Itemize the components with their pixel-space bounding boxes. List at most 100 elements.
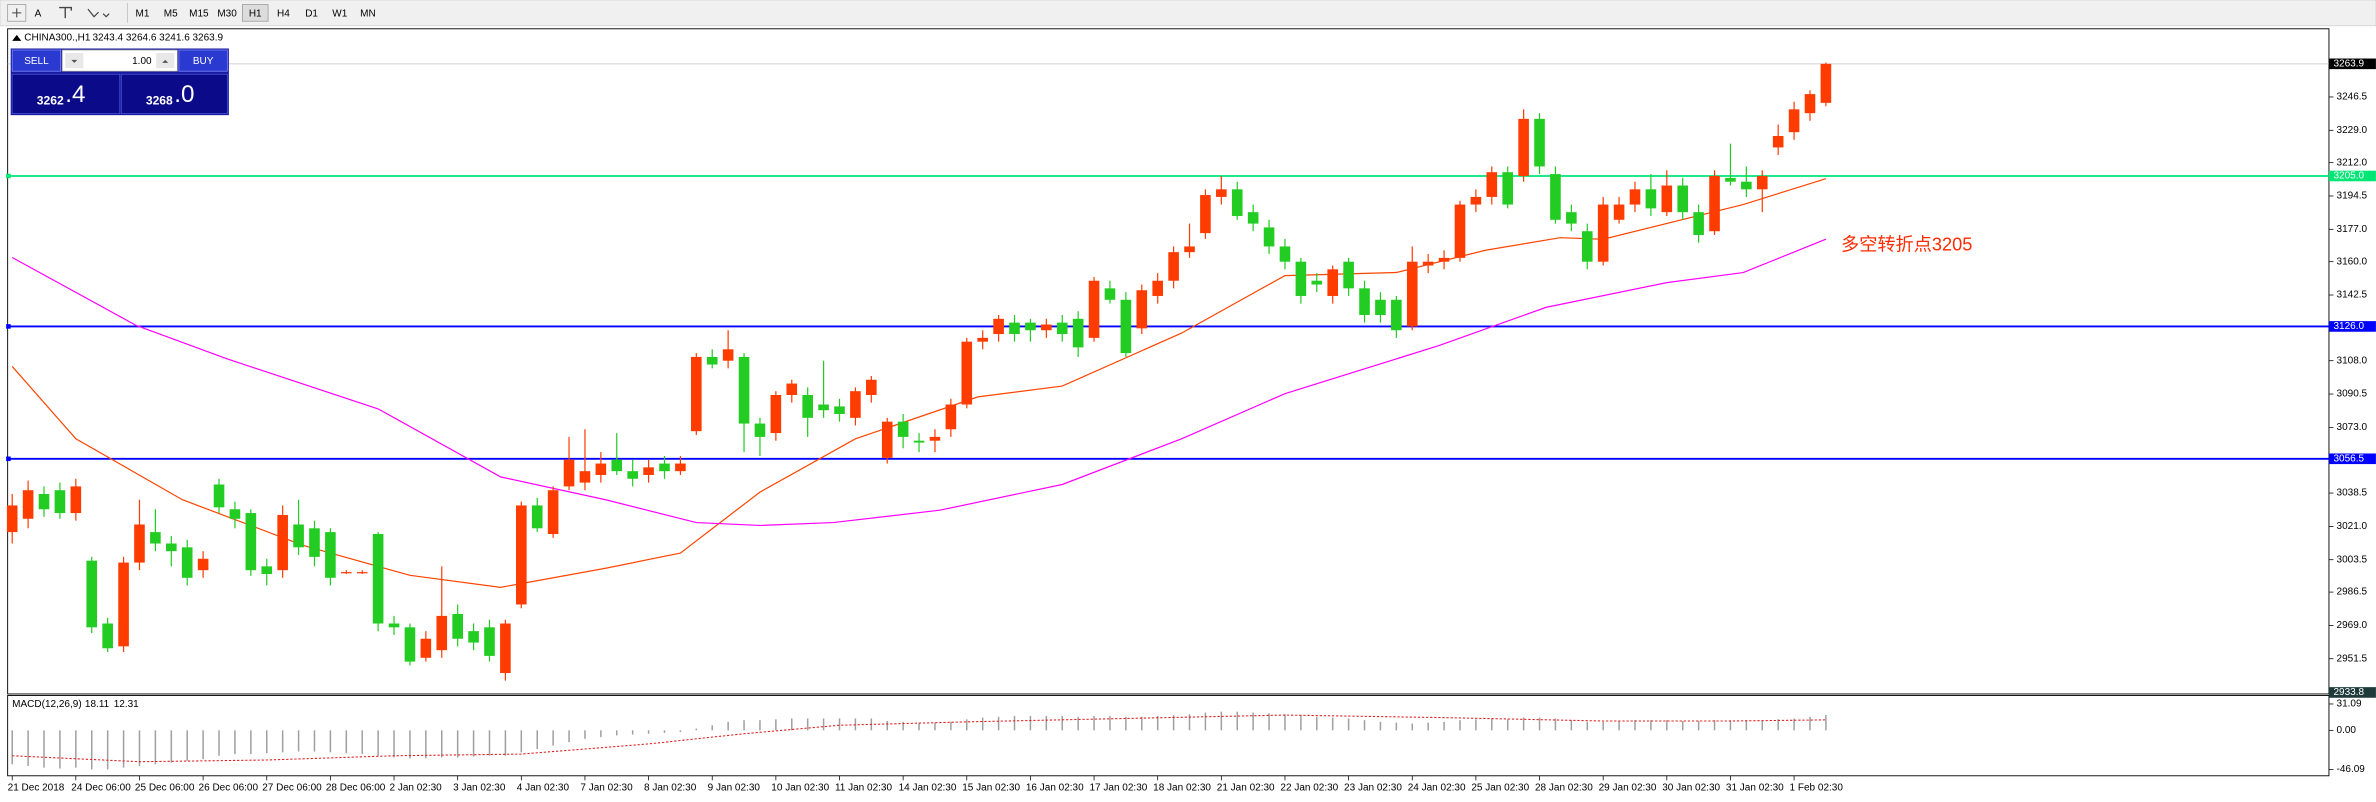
candle-body bbox=[818, 404, 829, 411]
ohlc-open: 3243.4 bbox=[93, 33, 124, 44]
timeframe-button[interactable] bbox=[185, 4, 212, 22]
shapes-tool[interactable] bbox=[87, 8, 110, 18]
candle-body bbox=[309, 528, 320, 557]
lots-input[interactable] bbox=[61, 49, 178, 72]
timeframe-button[interactable] bbox=[326, 4, 353, 22]
timeframe-label[interactable]: H1 bbox=[249, 8, 262, 19]
timeframe-label[interactable]: H4 bbox=[277, 8, 290, 19]
timeframe-label[interactable]: D1 bbox=[305, 8, 318, 19]
x-tick-label: 27 Dec 06:00 bbox=[262, 783, 322, 794]
x-tick-label: 7 Jan 02:30 bbox=[580, 783, 633, 794]
candle-body bbox=[675, 463, 686, 472]
timeframe-label[interactable]: M1 bbox=[136, 8, 150, 19]
level-axis-marker bbox=[2328, 170, 2376, 182]
candle-body bbox=[1741, 181, 1752, 190]
buy-button[interactable] bbox=[178, 49, 228, 72]
candle-body bbox=[229, 509, 241, 519]
timeframe-label[interactable]: MN bbox=[360, 8, 376, 19]
candle-body bbox=[643, 467, 654, 475]
timeframe-button[interactable] bbox=[355, 4, 381, 22]
candle-body bbox=[388, 623, 400, 628]
text-tool[interactable]: A bbox=[35, 8, 42, 19]
candle-body bbox=[1550, 174, 1561, 220]
candle-body bbox=[1231, 189, 1243, 216]
timeframe-button[interactable] bbox=[241, 4, 269, 22]
candle-body bbox=[1518, 118, 1529, 176]
candle-body bbox=[54, 490, 66, 514]
candle-body bbox=[86, 560, 98, 628]
bid-box[interactable] bbox=[11, 73, 121, 115]
x-tick-label: 10 Jan 02:30 bbox=[771, 783, 829, 794]
y-tick-label: 3003.5 bbox=[2337, 554, 2368, 565]
candle-body bbox=[261, 566, 273, 574]
timeframe-label[interactable]: M15 bbox=[189, 8, 209, 19]
timeframe-button[interactable] bbox=[270, 4, 297, 22]
candle-body bbox=[691, 356, 702, 432]
timeframe-button[interactable] bbox=[298, 4, 325, 22]
x-tick-label: 16 Jan 02:30 bbox=[1026, 783, 1084, 794]
candle-body bbox=[531, 505, 543, 529]
timeframe-label[interactable]: W1 bbox=[332, 8, 347, 19]
candle-body bbox=[213, 484, 225, 508]
candle-body bbox=[897, 421, 909, 437]
x-tick-label: 11 Jan 02:30 bbox=[835, 783, 893, 794]
y-tick-label: 3021.0 bbox=[2337, 521, 2368, 532]
x-tick-label: 17 Jan 02:30 bbox=[1090, 783, 1148, 794]
candle-body bbox=[659, 463, 670, 472]
candle-body bbox=[547, 490, 559, 535]
candle-body bbox=[102, 623, 113, 649]
candle-body bbox=[516, 505, 527, 605]
y-tick-label: 3177.0 bbox=[2337, 224, 2368, 235]
timeframe-label[interactable]: M30 bbox=[217, 8, 237, 19]
candle-body bbox=[325, 532, 336, 578]
candle-body bbox=[866, 379, 877, 395]
candle-body bbox=[1359, 288, 1370, 316]
level-axis-label: 3205.0 bbox=[2333, 171, 2364, 182]
candle-body bbox=[118, 562, 129, 647]
sell-button[interactable] bbox=[11, 49, 62, 72]
lots-value[interactable]: 1.00 bbox=[132, 56, 152, 67]
candle-body bbox=[627, 471, 638, 479]
macd-title: MACD(12,26,9) bbox=[12, 699, 81, 710]
axis-min-label: 2933.8 bbox=[2333, 687, 2364, 698]
candle-body bbox=[1279, 246, 1291, 262]
sell-label[interactable]: SELL bbox=[24, 56, 49, 67]
y-tick-label: 2986.5 bbox=[2337, 587, 2368, 598]
candle-body bbox=[1295, 261, 1307, 296]
candle-body bbox=[1772, 135, 1784, 148]
candle-body bbox=[1725, 177, 1736, 182]
buy-label[interactable]: BUY bbox=[193, 56, 214, 67]
candle-body bbox=[150, 532, 161, 544]
timeframe-label[interactable]: M5 bbox=[164, 8, 178, 19]
y-tick-label: 3246.5 bbox=[2337, 92, 2368, 103]
ohlc-high: 3264.6 bbox=[126, 33, 157, 44]
x-tick-label: 24 Jan 02:30 bbox=[1408, 783, 1466, 794]
candle-body bbox=[356, 572, 368, 574]
candle-body bbox=[1502, 172, 1514, 205]
ask-box[interactable] bbox=[120, 73, 228, 115]
candle-body bbox=[70, 486, 82, 514]
crosshair-icon bbox=[12, 8, 22, 18]
macd-y-tick-label: 0.00 bbox=[2337, 725, 2357, 736]
level-marker-dot bbox=[6, 456, 11, 462]
candle-body bbox=[1788, 109, 1800, 133]
timeframe-button[interactable] bbox=[214, 4, 240, 22]
candle-body bbox=[420, 638, 432, 658]
candle-body bbox=[1152, 280, 1163, 296]
timeframe-button[interactable] bbox=[129, 4, 156, 22]
y-tick-label: 2969.0 bbox=[2337, 620, 2368, 631]
candle-body bbox=[1454, 204, 1466, 258]
candle-body bbox=[1693, 212, 1704, 236]
crosshair-button[interactable] bbox=[7, 4, 27, 22]
macd-signal-line bbox=[12, 714, 1826, 763]
y-tick-label: 3194.5 bbox=[2337, 191, 2368, 202]
candle-body bbox=[1168, 252, 1179, 281]
candle-body bbox=[1120, 299, 1132, 354]
ohlc-low: 3241.6 bbox=[159, 33, 190, 44]
candle-body bbox=[452, 613, 463, 639]
label-tool[interactable] bbox=[59, 6, 72, 19]
timeframe-button[interactable] bbox=[157, 4, 184, 22]
y-tick-label: 2951.5 bbox=[2337, 653, 2368, 664]
candle-body bbox=[277, 514, 288, 571]
